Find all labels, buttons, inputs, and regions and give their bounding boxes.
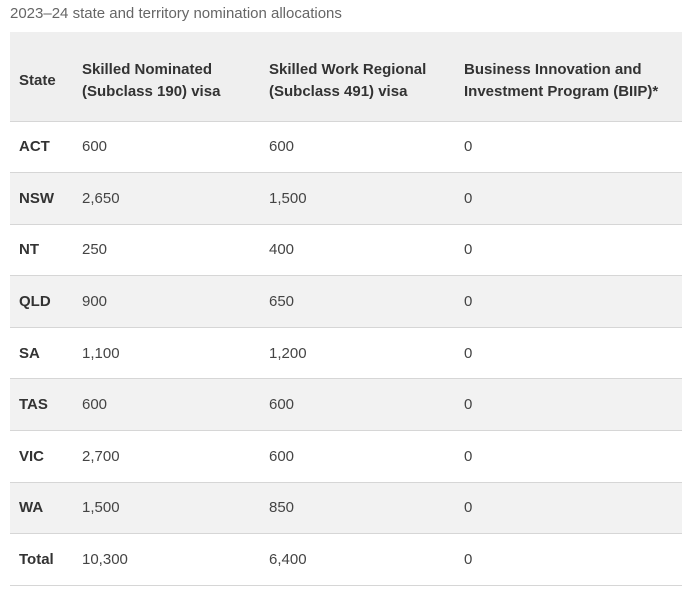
cell-subclass-190: 250 (82, 241, 108, 259)
cell-biip: 0 (464, 551, 473, 569)
cell-subclass-491: 600 (269, 138, 295, 156)
cell-state: TAS (19, 396, 48, 414)
cell-subclass-190: 600 (82, 138, 108, 156)
cell-state: SA (19, 344, 40, 362)
header-state: State (19, 71, 56, 89)
cell-subclass-190: 900 (82, 293, 108, 311)
cell-state: NSW (19, 189, 54, 207)
cell-subclass-491: 600 (269, 447, 295, 465)
cell-state: QLD (19, 293, 51, 311)
cell-state: WA (19, 499, 44, 517)
table-row: ACT 600 600 0 (10, 121, 682, 173)
table-row: TAS 600 600 0 (10, 378, 682, 431)
table-header: State Skilled Nominated (Subclass 190) v… (10, 32, 682, 121)
table-body: ACT 600 600 0 NSW 2,650 1,500 0 NT 250 4… (10, 121, 682, 586)
cell-biip: 0 (464, 189, 473, 207)
cell-subclass-190: 1,500 (82, 499, 120, 517)
cell-biip: 0 (464, 241, 473, 259)
table-row: SA 1,100 1,200 0 (10, 327, 682, 379)
table-row: VIC 2,700 600 0 (10, 430, 682, 483)
cell-subclass-190: 1,100 (82, 344, 120, 362)
cell-biip: 0 (464, 499, 473, 517)
cell-subclass-190: 2,700 (82, 447, 120, 465)
cell-subclass-491: 1,500 (269, 189, 307, 207)
cell-subclass-190: 600 (82, 396, 108, 414)
cell-state: NT (19, 241, 39, 259)
cell-biip: 0 (464, 344, 473, 362)
cell-subclass-491: 400 (269, 241, 295, 259)
cell-subclass-190: 2,650 (82, 189, 120, 207)
nomination-allocations-table: State Skilled Nominated (Subclass 190) v… (10, 32, 682, 586)
cell-state: ACT (19, 138, 50, 156)
cell-subclass-491: 1,200 (269, 344, 307, 362)
table-caption: 2023–24 state and territory nomination a… (10, 5, 342, 22)
cell-state: Total (19, 551, 54, 569)
header-biip: Business Innovation and Investment Progr… (464, 60, 659, 100)
table-row: NT 250 400 0 (10, 224, 682, 276)
header-subclass-190: Skilled Nominated (Subclass 190) visa (82, 60, 221, 100)
table-row: QLD 900 650 0 (10, 275, 682, 328)
cell-biip: 0 (464, 138, 473, 156)
table-row-total: Total 10,300 6,400 0 (10, 533, 682, 586)
cell-subclass-491: 850 (269, 499, 295, 517)
table-row: NSW 2,650 1,500 0 (10, 172, 682, 225)
cell-biip: 0 (464, 293, 473, 311)
cell-biip: 0 (464, 396, 473, 414)
table-row: WA 1,500 850 0 (10, 482, 682, 534)
cell-subclass-491: 650 (269, 293, 295, 311)
header-subclass-491: Skilled Work Regional (Subclass 491) vis… (269, 60, 427, 100)
cell-subclass-491: 600 (269, 396, 295, 414)
cell-subclass-190: 10,300 (82, 551, 128, 569)
cell-biip: 0 (464, 447, 473, 465)
cell-state: VIC (19, 447, 45, 465)
cell-subclass-491: 6,400 (269, 551, 307, 569)
header-row: State Skilled Nominated (Subclass 190) v… (10, 32, 682, 121)
